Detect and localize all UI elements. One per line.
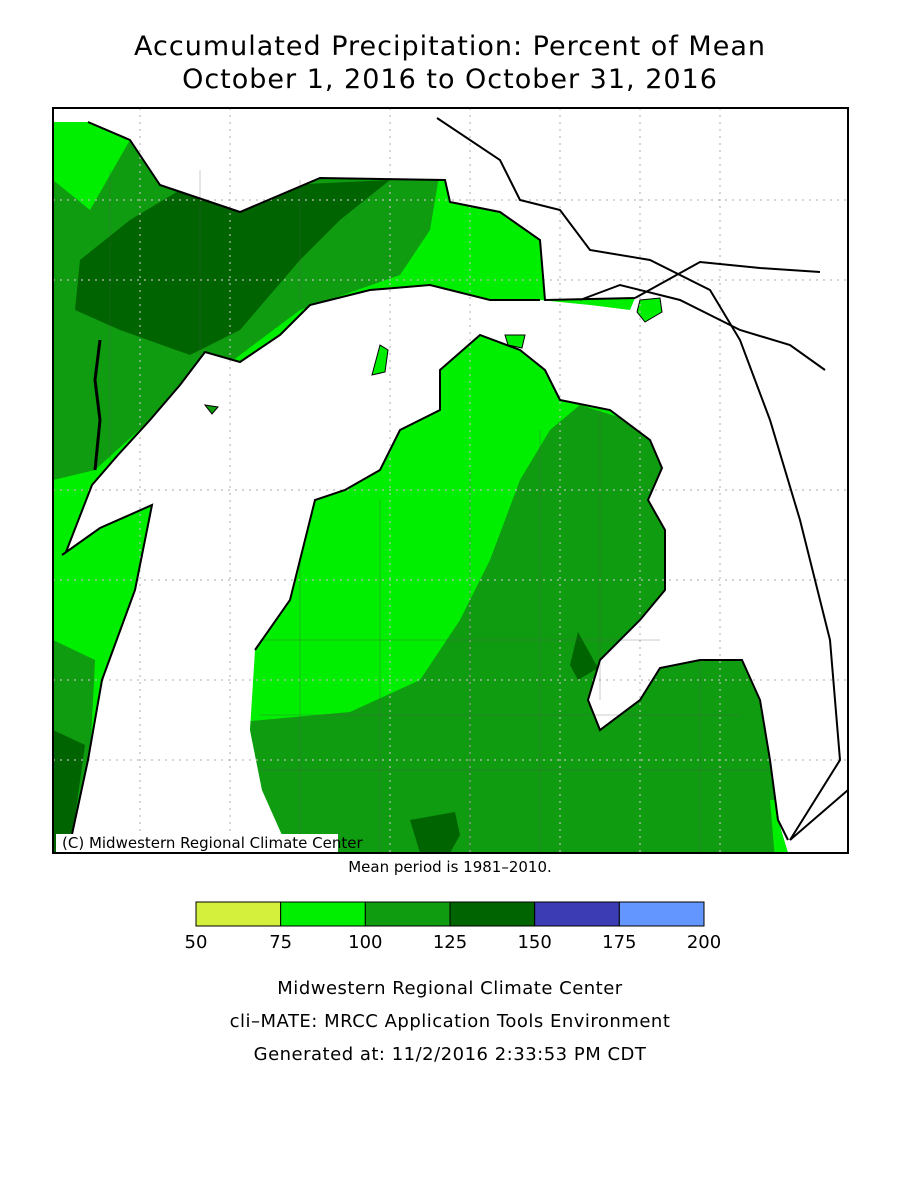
title-line: Accumulated Precipitation: Percent of Me… [134,31,766,62]
map-credit: (C) Midwestern Regional Climate Center [62,834,363,852]
footer-line: Generated at: 11/2/2016 2:33:53 PM CDT [254,1044,647,1065]
title-line: October 1, 2016 to October 31, 2016 [182,64,718,95]
legend-tick-label: 150 [517,932,551,953]
legend-tick-label: 75 [269,932,292,953]
legend-swatch [280,901,366,927]
footer-line: Midwestern Regional Climate Center [277,978,623,999]
mean-period-note: Mean period is 1981–2010. [348,858,552,876]
legend-tick-label: 125 [433,932,467,953]
legend-tick-label: 200 [687,932,721,953]
legend: 50 75 100 125 150 175 200 [185,901,721,953]
legend-swatch [195,901,282,927]
legend-swatch [449,901,536,927]
legend-tick-label: 175 [602,932,636,953]
legend-swatch [364,901,451,927]
map: (C) Midwestern Regional Climate Center [52,107,849,854]
legend-tick-label: 100 [348,932,382,953]
footer-line: cli–MATE: MRCC Application Tools Environ… [230,1011,671,1032]
legend-swatch [618,901,705,927]
legend-swatch [534,901,620,927]
legend-tick-label: 50 [185,932,208,953]
